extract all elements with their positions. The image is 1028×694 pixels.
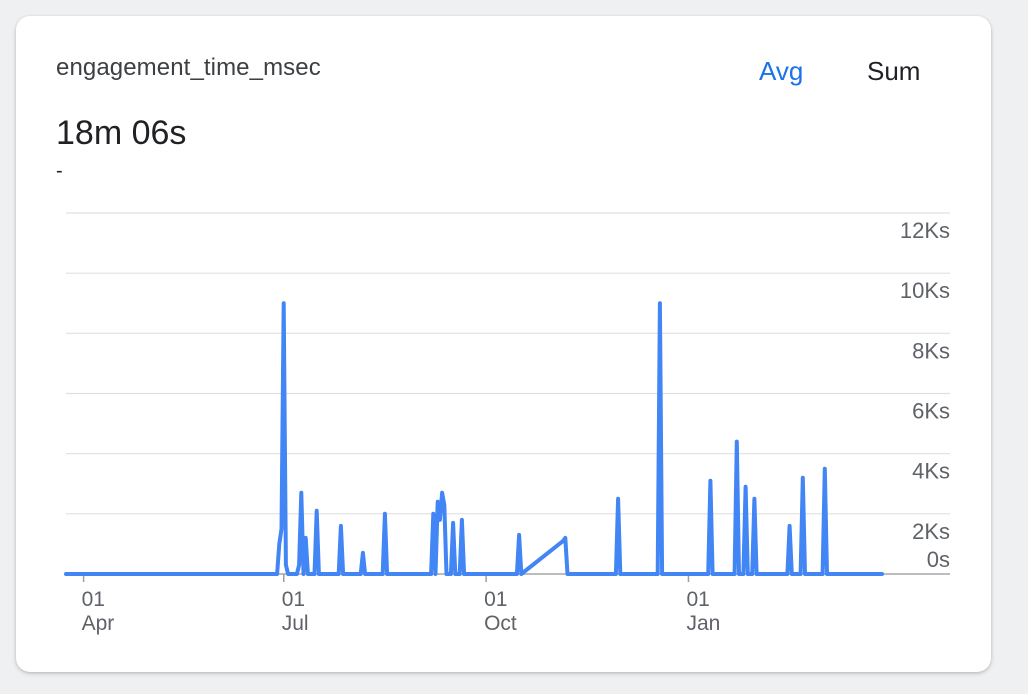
metric-card: engagement_time_msec Avg Sum 18m 06s - — [16, 16, 991, 672]
sum-toggle-button[interactable]: Sum — [867, 56, 921, 86]
y-tick-label: 2Ks — [912, 519, 950, 544]
chart-grid — [66, 212, 950, 575]
metric-value: 18m 06s — [56, 114, 187, 152]
x-tick-day-label: 01 — [686, 588, 709, 611]
y-tick-label: 0s — [927, 547, 950, 572]
y-tick-label: 6Ks — [912, 399, 950, 424]
avg-toggle-button[interactable]: Avg — [759, 56, 804, 86]
y-tick-label: 4Ks — [912, 459, 950, 484]
metric-title: engagement_time_msec — [56, 54, 321, 81]
series-line — [64, 301, 884, 576]
x-tick-month-label: Apr — [82, 612, 115, 635]
x-tick-day-label: 01 — [82, 588, 105, 611]
y-tick-label: 8Ks — [912, 338, 950, 363]
x-tick-month-label: Jul — [282, 612, 309, 635]
y-tick-label: 10Ks — [900, 278, 950, 303]
y-axis: 0s 2Ks 4Ks 6Ks 8Ks 10Ks 12Ks — [900, 218, 950, 572]
metric-delta: - — [56, 160, 63, 182]
y-tick-label: 12Ks — [900, 218, 950, 243]
x-tick-day-label: 01 — [484, 588, 507, 611]
x-tick-month-label: Jan — [686, 612, 720, 635]
x-tick-month-label: Oct — [484, 612, 517, 635]
x-tick-day-label: 01 — [282, 588, 305, 611]
